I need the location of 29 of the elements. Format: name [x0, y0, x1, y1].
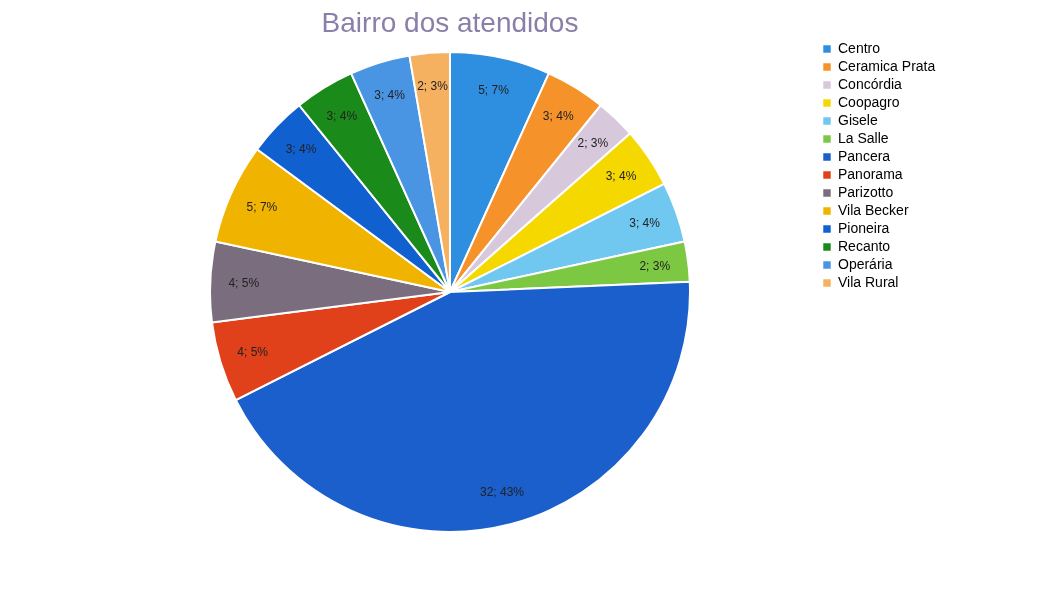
legend-label: Panorama	[838, 166, 903, 182]
legend-label: Operária	[838, 256, 893, 272]
data-label: 5; 7%	[478, 83, 510, 98]
data-label: 2; 3%	[417, 79, 449, 94]
data-label: 32; 43%	[479, 484, 525, 499]
legend-label: Centro	[838, 40, 881, 56]
legend-label: La Salle	[838, 130, 889, 146]
data-label: 4; 5%	[237, 345, 269, 360]
legend-label: Pioneira	[838, 220, 890, 236]
data-label: 2; 3%	[577, 135, 609, 150]
data-label: 2; 3%	[639, 258, 671, 273]
data-label: 3; 4%	[374, 87, 406, 102]
legend-label: Vila Rural	[838, 274, 899, 290]
legend-label: Vila Becker	[838, 202, 909, 218]
legend-label: Gisele	[838, 112, 878, 128]
chart-title: Bairro dos atendidos	[321, 7, 579, 38]
legend-label: Pancera	[838, 148, 891, 164]
data-label: 3; 4%	[542, 109, 574, 124]
legend-label: Recanto	[838, 238, 891, 254]
legend-label: Parizotto	[838, 184, 894, 200]
data-label: 3; 4%	[326, 109, 358, 124]
data-label: 3; 4%	[629, 216, 661, 231]
data-label: 5; 7%	[246, 199, 278, 214]
data-label: 3; 4%	[605, 169, 637, 184]
data-label: 3; 4%	[285, 142, 317, 157]
legend-label: Coopagro	[838, 94, 900, 110]
legend-label: Ceramica Prata	[838, 58, 936, 74]
legend-label: Concórdia	[838, 76, 903, 92]
data-label: 4; 5%	[228, 276, 260, 291]
